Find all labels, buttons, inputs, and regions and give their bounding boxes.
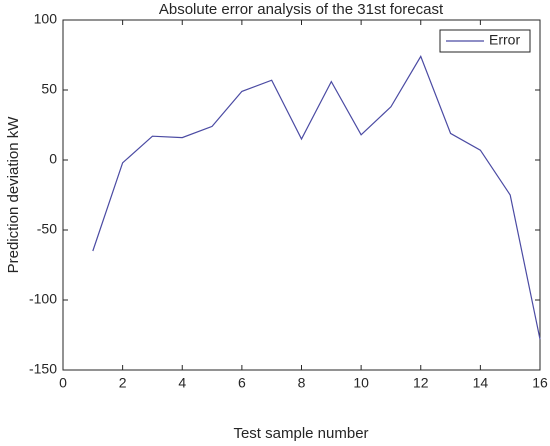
x-tick-label: 14: [473, 375, 489, 391]
plot-area: [62, 19, 541, 371]
y-tick-label: 100: [34, 11, 58, 27]
x-tick-label: 6: [238, 375, 246, 391]
legend-label: Error: [489, 32, 520, 48]
y-tick-label: 0: [49, 151, 57, 167]
x-tick-label: 12: [413, 375, 429, 391]
x-tick-label: 16: [532, 375, 548, 391]
data-line: [92, 55, 541, 340]
legend-box: [439, 29, 531, 53]
x-tick-label: 0: [59, 375, 67, 391]
x-tick-label: 4: [178, 375, 186, 391]
x-axis-label: Test sample number: [233, 425, 368, 442]
x-tick-label: 2: [119, 375, 127, 391]
x-tick-label: 8: [298, 375, 306, 391]
y-tick-label: -100: [29, 291, 57, 307]
y-tick-label: -50: [37, 221, 57, 237]
y-tick-label: 50: [41, 81, 57, 97]
x-tick-label: 10: [353, 375, 369, 391]
y-tick-label: -150: [29, 361, 57, 377]
y-axis-label: Prediction deviation kW: [5, 116, 22, 274]
chart-title: Absolute error analysis of the 31st fore…: [159, 1, 444, 18]
